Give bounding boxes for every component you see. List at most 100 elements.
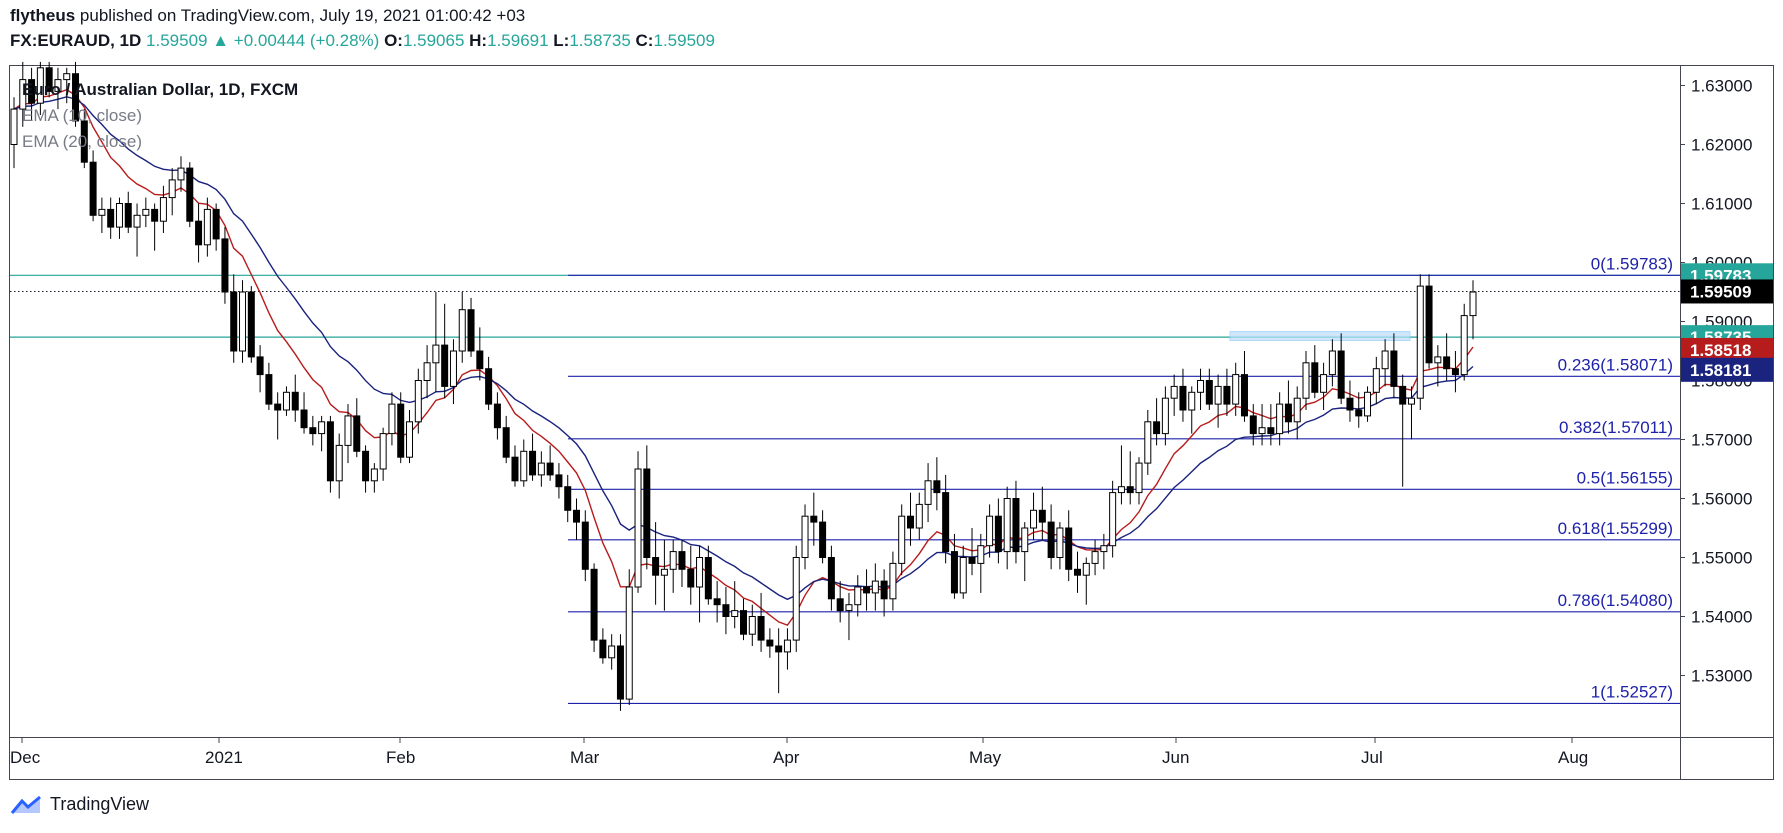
candle-down (230, 291, 238, 352)
candle-down (1390, 350, 1398, 387)
candle-down (933, 480, 941, 494)
candle-down (124, 203, 132, 228)
highlight-zone[interactable] (1229, 331, 1411, 342)
candle-down (212, 208, 220, 240)
candle-up (1056, 527, 1064, 558)
candle-down (573, 509, 581, 523)
candle-down (493, 403, 501, 429)
candle-up (1302, 362, 1310, 399)
candle-down (757, 616, 765, 641)
candle-down (836, 598, 844, 612)
candle-up (142, 208, 150, 216)
candle-up (388, 403, 396, 435)
candle-down (1355, 409, 1363, 417)
candle-down (467, 309, 475, 352)
candle-up (660, 568, 668, 576)
candle-down (485, 368, 493, 405)
candle-down (1153, 421, 1161, 435)
candle-up (1144, 421, 1152, 464)
y-tick-label: 1.54000 (1691, 608, 1752, 627)
candle-down (722, 604, 730, 618)
candle-down (247, 291, 255, 358)
candle-up (133, 214, 141, 228)
candle-up (449, 350, 457, 387)
candle-down (766, 639, 774, 647)
legend-title: Euro / Australian Dollar, 1D, FXCM (22, 80, 299, 99)
candle-up (1170, 385, 1178, 399)
candle-up (924, 480, 932, 505)
candle-down (300, 409, 308, 429)
candle-up (977, 545, 985, 564)
candle-up (898, 515, 906, 564)
candle-down (1311, 362, 1319, 393)
candle-up (36, 67, 44, 104)
x-tick-label: 2021 (205, 748, 243, 767)
candle-down (397, 403, 405, 458)
x-tick-label: Aug (1558, 748, 1588, 767)
candle-up (1434, 356, 1442, 364)
candle-up (1188, 391, 1196, 411)
candle-up (1364, 391, 1372, 417)
candle-up (783, 639, 791, 653)
candle-down (1425, 285, 1433, 364)
candle-down (1179, 385, 1187, 411)
candle-down (906, 515, 914, 529)
tradingview-logo-icon (10, 795, 41, 814)
candle-down (775, 645, 783, 653)
candle-up (1021, 527, 1029, 553)
ohlc-bar: FX:EURAUD, 1D 1.59509 ▲ +0.00444 (+0.28%… (10, 31, 715, 51)
candle-up (801, 515, 809, 559)
fib-level-label: 0.236(1.58071) (1558, 355, 1673, 374)
candle-down (994, 515, 1002, 553)
candle-down (590, 568, 598, 641)
candle-down (1223, 385, 1231, 405)
candle-down (1346, 397, 1354, 411)
candle-up (98, 208, 106, 216)
candle-down (441, 344, 449, 387)
candle-down (107, 208, 115, 228)
y-tick-label: 1.56000 (1691, 490, 1752, 509)
footer-brand[interactable]: TradingView (10, 794, 149, 815)
candle-down (256, 356, 264, 376)
legend-ema-10: EMA (10, close) (22, 106, 142, 125)
candle-down (326, 421, 334, 482)
candle-down (89, 161, 97, 216)
candle-up (239, 291, 247, 352)
candle-up (19, 79, 27, 110)
candle-up (1100, 545, 1108, 553)
candle-up (1197, 380, 1205, 393)
candle-up (871, 580, 879, 594)
author: flytheus (10, 6, 76, 25)
candle-down (942, 492, 950, 553)
candle-up (625, 586, 633, 700)
candle-up (1030, 509, 1038, 529)
x-tick-label: Feb (386, 748, 415, 767)
candle-up (335, 444, 343, 482)
high-label: H: (469, 31, 488, 50)
y-tick-label: 1.63000 (1691, 77, 1752, 96)
candle-up (1276, 403, 1284, 435)
chart-frame (9, 65, 1774, 780)
ema-20-line (13, 96, 1474, 601)
up-triangle-icon: ▲ (212, 31, 230, 50)
candle-up (423, 362, 431, 381)
candle-down (476, 350, 484, 370)
candle-up (63, 73, 71, 81)
symbol: FX:EURAUD, 1D (10, 31, 142, 50)
candle-up (748, 616, 756, 635)
candle-up (282, 391, 290, 411)
candle-up (10, 108, 18, 145)
candle-down (151, 208, 159, 222)
candle-down (1205, 380, 1213, 405)
candle-up (959, 557, 967, 594)
candle-down (362, 450, 370, 482)
candle-down (950, 551, 958, 594)
candle-down (1047, 521, 1055, 558)
open-value: 1.59065 (402, 31, 465, 50)
candle-up (1161, 397, 1169, 435)
candle-down (1267, 427, 1275, 435)
candle-up (696, 557, 704, 588)
candle-down (195, 220, 203, 246)
candle-down (1065, 527, 1073, 570)
